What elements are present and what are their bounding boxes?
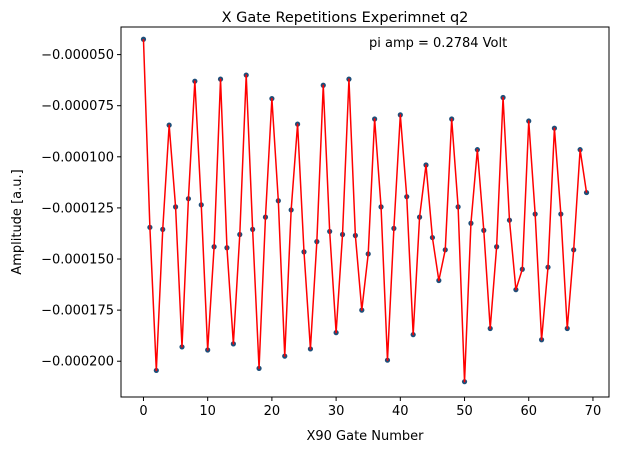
x-tick-label: 10 [199, 404, 216, 419]
y-tick-label: −0.000075 [41, 99, 114, 114]
chart-title: X Gate Repetitions Experimnet q2 [222, 10, 469, 26]
x-tick-label: 60 [520, 404, 537, 419]
x-tick-label: 70 [585, 404, 602, 419]
x-axis-label: X90 Gate Number [306, 429, 424, 444]
axes-frame [120, 26, 610, 398]
pi-amp-annotation: pi amp = 0.2784 Volt [369, 36, 507, 51]
x-tick-label: 40 [392, 404, 409, 419]
y-tick-label: −0.000100 [41, 150, 114, 165]
x-tick-label: 0 [139, 404, 147, 419]
y-tick-label: −0.000150 [41, 253, 114, 268]
y-tick-label: −0.000175 [41, 304, 114, 319]
x-tick-label: 50 [456, 404, 473, 419]
plot-area [140, 36, 590, 385]
x-axis-ticks: 0 10 20 30 40 50 60 70 [139, 397, 601, 419]
y-axis-ticks: −0.000200 −0.000175 −0.000150 −0.000125 −0.0… [41, 48, 121, 370]
x-tick-label: 20 [264, 404, 281, 419]
y-axis-label: Amplitude [a.u.] [10, 169, 25, 274]
y-tick-label: −0.000125 [41, 201, 114, 216]
data-point [140, 36, 147, 42]
y-tick-label: −0.000200 [41, 355, 114, 370]
fit-line [142, 39, 588, 383]
x-tick-label: 30 [328, 404, 345, 419]
y-tick-label: −0.000050 [41, 48, 114, 63]
